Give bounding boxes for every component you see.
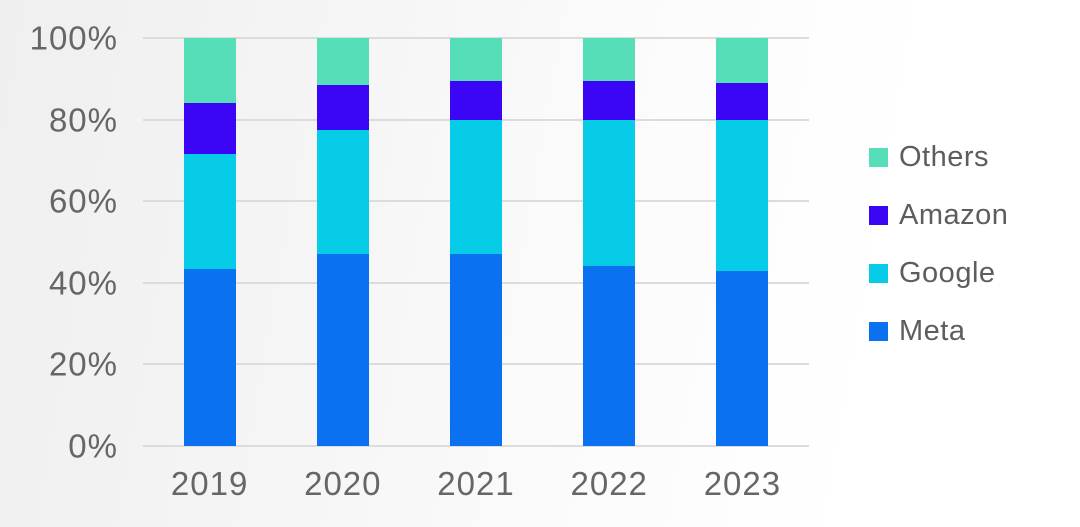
stacked-bar-2019 — [183, 38, 236, 446]
legend-label: Others — [899, 141, 990, 173]
bar-segment-others-2021 — [450, 38, 502, 81]
y-axis-tick-label: 60% — [48, 182, 118, 220]
stacked-bar-2023 — [716, 38, 769, 446]
x-axis-labels: 2019 2020 2021 2022 2023 — [143, 464, 809, 504]
bar-segment-meta-2019 — [183, 268, 236, 446]
y-axis-tick-label: 80% — [48, 101, 118, 139]
bar-group-2021 — [409, 38, 542, 446]
legend-swatch-icon — [869, 263, 888, 283]
x-axis-tick-label: 2019 — [170, 465, 249, 502]
bar-segment-meta-2022 — [583, 266, 636, 446]
bar-segment-amazon-2019 — [183, 103, 236, 155]
y-axis-tick-label: 20% — [48, 345, 118, 383]
stacked-bar-2022 — [583, 38, 636, 446]
y-axis-tick-label: 0% — [68, 427, 118, 465]
bar-segment-meta-2023 — [716, 270, 769, 446]
y-axis-tick-label: 100% — [29, 19, 118, 57]
legend-swatch-icon — [869, 205, 888, 225]
legend-item-google: Google — [869, 256, 1008, 290]
x-axis-tick-label: 2020 — [304, 465, 382, 502]
legend-swatch-icon — [869, 321, 888, 341]
bar-segment-google-2023 — [716, 119, 769, 271]
bar-segment-google-2021 — [450, 119, 502, 255]
y-axis-labels: 0% 20% 40% 60% 80% 100% — [0, 22, 118, 463]
x-axis-tick-label: 2022 — [570, 465, 648, 502]
bar-segment-amazon-2023 — [716, 82, 769, 120]
legend-label: Amazon — [899, 199, 1009, 231]
bar-group-2023 — [676, 38, 809, 446]
x-axis-tick-label: 2023 — [703, 465, 782, 502]
bar-group-2022 — [543, 38, 676, 446]
gridline — [143, 445, 809, 447]
legend-item-amazon: Amazon — [869, 198, 1008, 232]
bar-segment-others-2020 — [316, 38, 369, 85]
bar-segment-amazon-2020 — [316, 84, 369, 130]
bar-group-2020 — [276, 38, 409, 446]
legend-item-others: Others — [869, 140, 1008, 174]
gridline — [143, 37, 809, 39]
bar-segment-others-2019 — [183, 38, 236, 104]
bars-row — [143, 38, 809, 446]
legend-swatch-icon — [869, 147, 888, 167]
bar-segment-meta-2021 — [450, 254, 502, 446]
legend: Others Amazon Google Meta — [869, 140, 1008, 372]
bar-segment-google-2019 — [183, 154, 236, 269]
legend-label: Google — [899, 257, 996, 289]
bar-segment-meta-2020 — [316, 254, 369, 446]
bar-segment-google-2020 — [316, 129, 369, 255]
legend-label: Meta — [899, 315, 966, 347]
legend-item-meta: Meta — [869, 314, 1008, 348]
bar-segment-others-2023 — [716, 38, 769, 83]
bar-segment-amazon-2022 — [583, 80, 636, 120]
y-axis-tick-label: 40% — [48, 264, 118, 302]
plot-area — [143, 37, 809, 447]
x-axis-tick-label: 2021 — [437, 465, 515, 502]
bar-segment-others-2022 — [583, 38, 636, 81]
bar-segment-google-2022 — [583, 119, 636, 267]
stacked-bar-2020 — [316, 38, 369, 446]
stacked-bar-2021 — [450, 38, 502, 446]
bar-group-2019 — [143, 38, 276, 446]
bar-segment-amazon-2021 — [450, 80, 502, 120]
